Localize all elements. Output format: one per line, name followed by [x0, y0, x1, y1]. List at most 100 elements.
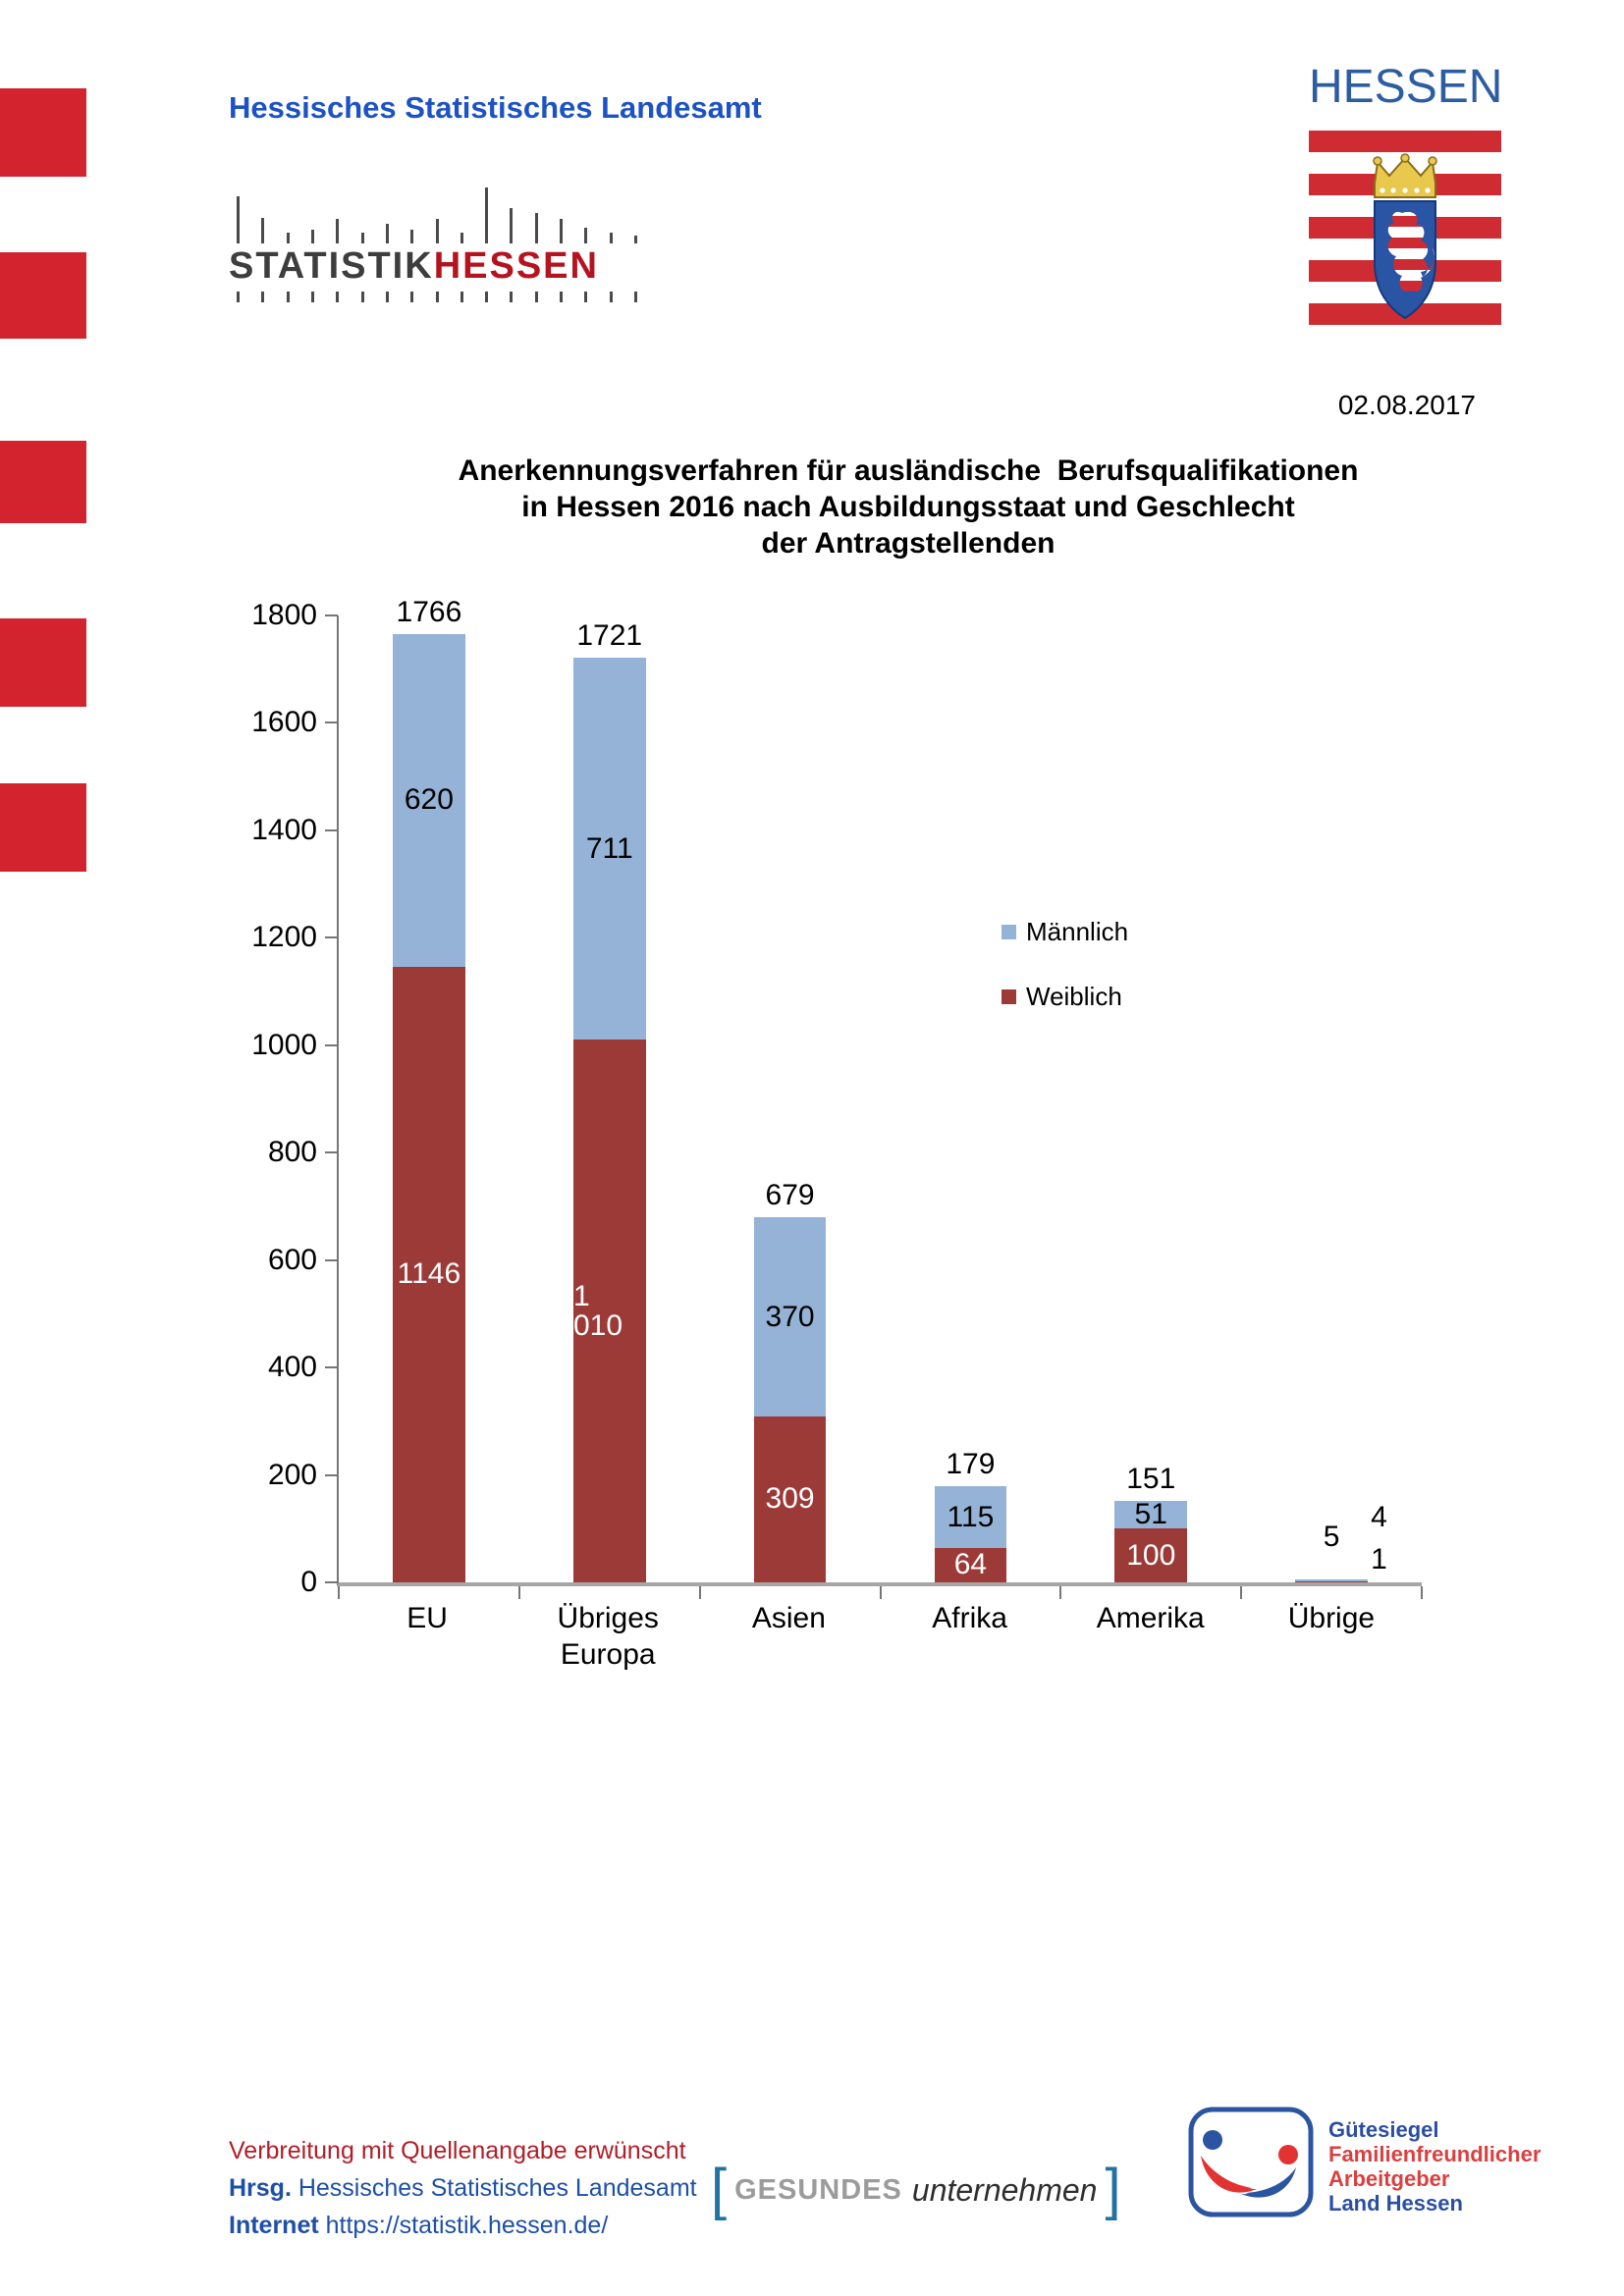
total-label: 179 — [946, 1448, 996, 1481]
unternehmen-word: unternehmen — [911, 2171, 1098, 2208]
y-axis-tick-label: 200 — [267, 1458, 317, 1491]
x-axis-category-labels: EU Übriges Europa Asien Afrika Amerika Übrige — [337, 1600, 1422, 1688]
weiblich-segment: 309 — [753, 1415, 827, 1582]
guetesiegel-line1: Gütesiegel — [1328, 2117, 1439, 2142]
y-axis-tick — [325, 1043, 338, 1046]
legend-item: Männlich — [1001, 917, 1128, 946]
maennlich-outside-label: 4 — [1371, 1501, 1387, 1533]
office-name: Hessisches Statistisches Landesamt — [229, 90, 762, 125]
weiblich-segment: 100 — [1114, 1528, 1187, 1582]
x-axis-tick — [1240, 1586, 1243, 1599]
bar-slot-2: 1 010 711 1721 — [519, 615, 700, 1582]
bar-chart-plot-area: 0 200 400 600 800 1000 1200 1400 1600 1800 1146 620… — [251, 596, 1423, 1599]
weiblich-segment — [1295, 1581, 1368, 1582]
y-axis-tick-label: 400 — [267, 1351, 317, 1384]
legend-label: Männlich — [1026, 917, 1129, 946]
guetesiegel-line4: Land Hessen — [1328, 2191, 1463, 2216]
guetesiegel-line2: Familienfreundlicher — [1328, 2142, 1542, 2166]
publisher-line: Hrsg. Hessisches Statistisches Landesamt — [229, 2169, 697, 2207]
x-axis-tick — [1059, 1586, 1062, 1599]
y-axis-tick — [325, 1581, 338, 1583]
maennlich-segment: 370 — [753, 1217, 827, 1416]
hessen-flag — [1309, 131, 1501, 325]
smiling-figures-badge-icon — [1188, 2107, 1314, 2217]
y-axis-tick — [325, 936, 338, 939]
footer: Verbreitung mit Quellenangabe erwünscht … — [229, 2132, 697, 2244]
ruler-ticks-icon — [229, 187, 645, 243]
statistik-hessen-wordmark: STATISTIKHESSEN — [229, 245, 645, 288]
y-axis-tick-label: 1400 — [251, 813, 317, 846]
legend-swatch-icon — [1001, 988, 1016, 1004]
category-label: Afrika — [932, 1602, 1007, 1634]
category-label: EU — [406, 1602, 448, 1634]
y-axis-tick-label: 1600 — [251, 706, 317, 739]
bar-slot-4: 64 115 179 — [881, 615, 1061, 1582]
ruler-dashes-icon — [229, 292, 645, 302]
hessen-red-square — [0, 252, 86, 339]
internet-line: Internet https://statistik.hessen.de/ — [229, 2207, 697, 2244]
legend-label: Weiblich — [1026, 982, 1122, 1011]
total-label: 1721 — [576, 619, 643, 653]
guetesiegel-line3: Arbeitgeber — [1328, 2166, 1450, 2191]
hessen-red-square — [0, 783, 86, 872]
weiblich-outside-label: 1 — [1371, 1543, 1387, 1575]
x-axis-tick — [1421, 1586, 1423, 1599]
total-label: 679 — [765, 1179, 815, 1212]
x-axis-tick — [879, 1586, 882, 1599]
y-axis-tick — [325, 1258, 338, 1261]
publisher-name: Hessisches Statistisches Landesamt — [291, 2174, 697, 2202]
x-axis-tick — [338, 1586, 340, 1599]
category-label: Asien — [751, 1602, 826, 1634]
hessen-red-square — [0, 88, 86, 177]
bar-slot-5: 100 51 151 — [1060, 615, 1241, 1582]
total-label: 5 — [1323, 1521, 1340, 1553]
x-axis-tick — [698, 1586, 701, 1599]
y-axis-tick-label: 0 — [300, 1566, 317, 1598]
distribution-note: Verbreitung mit Quellenangabe erwünscht — [229, 2137, 686, 2164]
internet-label: Internet — [229, 2212, 319, 2239]
gesundes-word: GESUNDES — [734, 2173, 902, 2206]
maennlich-segment: 620 — [393, 633, 465, 967]
maennlich-segment: 51 — [1114, 1500, 1187, 1529]
guetesiegel-text: Gütesiegel Familienfreundlicher Arbeitge… — [1328, 2107, 1541, 2216]
hessen-red-square — [0, 618, 86, 707]
hessen-state-logo: HESSEN — [1309, 61, 1503, 325]
legend-item: Weiblich — [1001, 982, 1128, 1011]
y-axis-tick-label: 1200 — [251, 921, 317, 954]
statistik-wordmark: STATISTIK — [229, 245, 434, 287]
hessen-red-square — [0, 441, 86, 523]
category-label: Übriges Europa — [557, 1602, 659, 1671]
category-label: Amerika — [1096, 1602, 1205, 1634]
y-axis-tick — [325, 828, 338, 831]
category-label: Übrige — [1287, 1602, 1376, 1634]
chart-legend: Männlich Weiblich — [1001, 917, 1128, 1046]
website-link[interactable]: https://statistik.hessen.de/ — [318, 2212, 609, 2239]
legend-swatch-icon — [1001, 924, 1016, 939]
maennlich-segment: 711 — [572, 658, 646, 1041]
y-axis-tick-label: 600 — [267, 1243, 317, 1276]
y-axis-tick — [325, 1366, 338, 1369]
bracket-right-icon: ] — [1105, 2158, 1121, 2221]
hessen-wordmark-red: HESSEN — [433, 245, 599, 287]
x-axis-tick — [517, 1586, 520, 1599]
y-axis-tick-label: 1000 — [251, 1028, 317, 1061]
hessen-coat-of-arms-icon — [1373, 153, 1437, 320]
y-axis-tick-label: 1800 — [251, 599, 317, 631]
publisher-label: Hrsg. — [229, 2174, 292, 2202]
statistik-hessen-logo: STATISTIKHESSEN — [229, 187, 645, 302]
y-axis-tick — [325, 721, 338, 724]
weiblich-segment: 64 — [934, 1547, 1007, 1582]
y-axis-tick — [325, 614, 338, 616]
y-axis-tick — [325, 1151, 338, 1154]
maennlich-segment: 115 — [934, 1486, 1007, 1548]
total-label: 151 — [1126, 1463, 1176, 1496]
gesundes-unternehmen-logo: [ GESUNDES unternehmen ] — [711, 2158, 1121, 2221]
y-axis-tick — [325, 1473, 338, 1476]
hessen-logo-wordmark: HESSEN — [1309, 61, 1503, 113]
bar-slot-3: 309 370 679 — [700, 615, 881, 1582]
bracket-left-icon: [ — [711, 2158, 728, 2221]
weiblich-segment: 1146 — [393, 966, 465, 1582]
weiblich-segment: 1 010 — [572, 1040, 646, 1582]
chart-title: Anerkennungsverfahren für ausländische B… — [458, 454, 1359, 560]
